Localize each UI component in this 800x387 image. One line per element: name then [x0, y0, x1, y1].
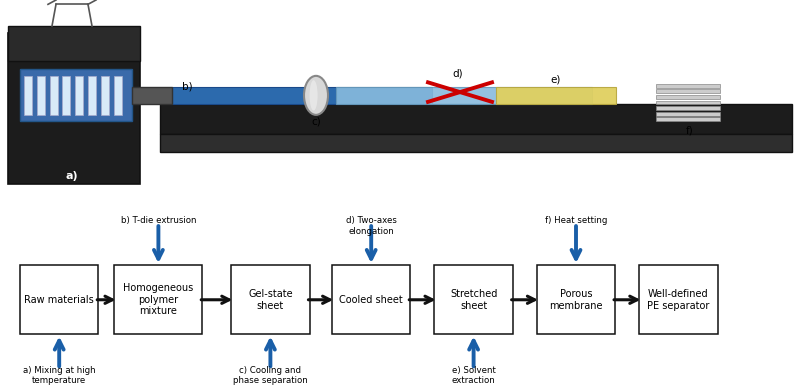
Text: c): c)	[311, 116, 321, 127]
Polygon shape	[160, 104, 792, 134]
Polygon shape	[656, 95, 720, 99]
Polygon shape	[172, 87, 432, 104]
Polygon shape	[114, 76, 122, 115]
Text: Well-defined
PE separator: Well-defined PE separator	[647, 289, 710, 311]
Polygon shape	[24, 76, 32, 115]
Text: Gel-state
sheet: Gel-state sheet	[248, 289, 293, 311]
Polygon shape	[656, 106, 720, 110]
Polygon shape	[656, 89, 720, 93]
FancyBboxPatch shape	[231, 265, 310, 334]
Text: e) Solvent
extraction: e) Solvent extraction	[452, 366, 495, 385]
Text: b) T-die extrusion: b) T-die extrusion	[121, 216, 196, 225]
FancyBboxPatch shape	[537, 265, 615, 334]
Polygon shape	[132, 87, 172, 104]
Polygon shape	[496, 87, 616, 104]
Text: Porous
membrane: Porous membrane	[550, 289, 602, 311]
FancyBboxPatch shape	[639, 265, 718, 334]
Polygon shape	[336, 87, 592, 104]
Ellipse shape	[310, 80, 318, 111]
Text: c) Cooling and
phase separation: c) Cooling and phase separation	[233, 366, 308, 385]
Polygon shape	[88, 76, 96, 115]
Polygon shape	[37, 76, 45, 115]
Text: d): d)	[452, 68, 463, 78]
Text: f) Heat setting: f) Heat setting	[545, 216, 607, 225]
Text: f): f)	[686, 126, 694, 136]
Text: a): a)	[66, 171, 78, 181]
FancyBboxPatch shape	[20, 265, 98, 334]
Text: Stretched
sheet: Stretched sheet	[450, 289, 498, 311]
Text: b): b)	[182, 82, 193, 92]
Polygon shape	[656, 101, 720, 104]
Polygon shape	[50, 76, 58, 115]
Polygon shape	[8, 33, 140, 184]
Text: a) Mixing at high
temperature: a) Mixing at high temperature	[23, 366, 95, 385]
FancyBboxPatch shape	[332, 265, 410, 334]
FancyBboxPatch shape	[434, 265, 513, 334]
Polygon shape	[656, 112, 720, 116]
FancyBboxPatch shape	[114, 265, 202, 334]
Polygon shape	[62, 76, 70, 115]
Text: Homogeneous
polymer
mixture: Homogeneous polymer mixture	[123, 283, 194, 316]
Ellipse shape	[304, 76, 328, 115]
Text: d) Two-axes
elongation: d) Two-axes elongation	[346, 216, 397, 236]
Polygon shape	[160, 134, 792, 152]
Polygon shape	[656, 84, 720, 87]
Polygon shape	[8, 26, 140, 61]
Text: e): e)	[551, 75, 561, 84]
Polygon shape	[75, 76, 83, 115]
Polygon shape	[656, 118, 720, 122]
Text: Cooled sheet: Cooled sheet	[339, 295, 403, 305]
Text: Raw materials: Raw materials	[24, 295, 94, 305]
Polygon shape	[20, 69, 132, 122]
Polygon shape	[101, 76, 109, 115]
